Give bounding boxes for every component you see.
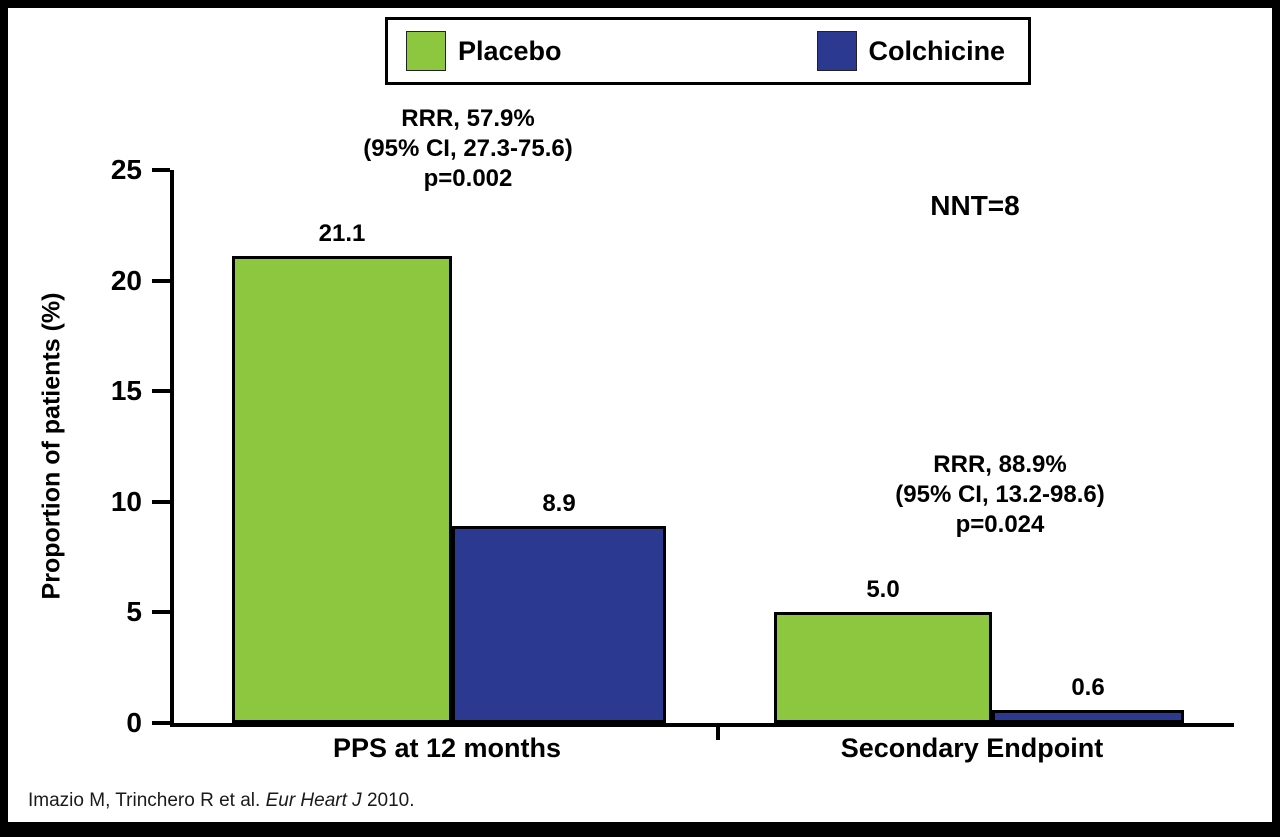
bar-secondary-placebo <box>774 612 992 723</box>
bar-slot-secondary-colchicine: 0.6 <box>992 170 1184 723</box>
x-axis-group-tick <box>716 725 720 740</box>
y-tick-label: 20 <box>110 264 142 296</box>
bar-secondary-colchicine <box>992 710 1184 723</box>
annotation-line: p=0.024 <box>955 511 1045 538</box>
y-tick-label: 15 <box>110 375 142 407</box>
annotation-line: (95% CI, 13.2-98.6) <box>895 481 1105 508</box>
legend-label-colchicine: Colchicine <box>868 35 1006 66</box>
citation: Imazio M, Trinchero R et al. Eur Heart J… <box>28 790 415 812</box>
y-tick-mark <box>152 168 170 172</box>
citation-prefix: Imazio M, Trinchero R et al. <box>28 790 266 811</box>
y-tick-mark <box>152 389 170 394</box>
placebo-swatch <box>406 31 446 71</box>
bar-slot-pps-colchicine: 8.9 <box>452 170 666 723</box>
annotation-line: RRR, 57.9% <box>401 105 535 132</box>
y-tick-mark <box>152 278 170 283</box>
y-tick-label: 0 <box>126 707 142 738</box>
annotation-nnt: NNT=8 <box>930 190 1020 221</box>
annotation-line: p=0.002 <box>423 165 513 192</box>
annotation-line: RRR, 88.9% <box>933 451 1067 478</box>
y-tick-label: 25 <box>110 154 142 185</box>
y-tick-label: 5 <box>126 596 142 628</box>
y-tick-label: 10 <box>110 485 142 517</box>
bar-value-label: 8.9 <box>542 490 576 517</box>
legend-item-placebo: Placebo <box>406 31 562 71</box>
plot-area: 21.1 8.9 5.0 0.6 0 5 10 15 20 25 <box>111 154 1234 738</box>
bar-pps-placebo <box>232 256 452 723</box>
category-label-secondary: Secondary Endpoint <box>840 733 1104 763</box>
y-axis-title: Proportion of patients (%) <box>37 292 66 600</box>
legend: Placebo Colchicine <box>385 17 1031 85</box>
legend-label-placebo: Placebo <box>458 35 562 66</box>
colchicine-swatch <box>816 31 857 71</box>
bar-pps-colchicine <box>452 526 666 723</box>
bar-slot-secondary-placebo: 5.0 <box>774 170 992 723</box>
citation-suffix: 2010. <box>361 790 415 811</box>
bar-value-label: 5.0 <box>866 576 900 603</box>
annotation-line: (95% CI, 27.3-75.6) <box>363 135 573 162</box>
y-tick-mark <box>152 610 170 615</box>
legend-item-colchicine: Colchicine <box>816 31 1006 71</box>
y-tick-mark <box>152 721 170 725</box>
category-label-pps: PPS at 12 months <box>332 733 562 763</box>
annotation-rrr-pps: RRR, 57.9% (95% CI, 27.3-75.6) p=0.002 <box>363 104 572 194</box>
y-tick-mark <box>152 499 170 504</box>
citation-journal: Eur Heart J <box>265 790 362 811</box>
bar-value-label: 0.6 <box>1071 674 1105 701</box>
annotation-rrr-secondary: RRR, 88.9% (95% CI, 13.2-98.6) p=0.024 <box>895 450 1104 540</box>
bar-slot-pps-placebo: 21.1 <box>232 170 452 723</box>
bar-value-label: 21.1 <box>318 220 366 247</box>
